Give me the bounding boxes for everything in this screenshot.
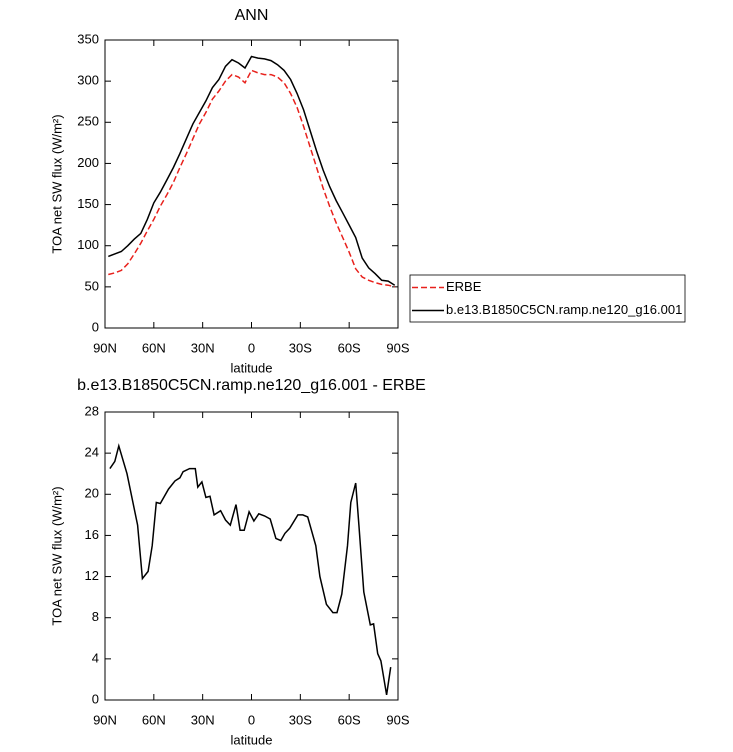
- y-tick-label: 150: [77, 196, 99, 211]
- x-tick-label: 90S: [386, 712, 409, 727]
- y-tick-label: 16: [85, 527, 99, 542]
- y-tick-label: 250: [77, 114, 99, 129]
- y-axis-label: TOA net SW flux (W/m²): [49, 486, 64, 625]
- chart-title: b.e13.B1850C5CN.ramp.ne120_g16.001 - ERB…: [77, 377, 426, 394]
- y-tick-label: 100: [77, 237, 99, 252]
- x-axis-label: latitude: [231, 732, 273, 747]
- x-tick-label: 30S: [289, 340, 312, 355]
- x-tick-label: 0: [248, 712, 255, 727]
- y-tick-label: 50: [85, 278, 99, 293]
- legend-box: [409, 274, 686, 323]
- legend-label: b.e13.B1850C5CN.ramp.ne120_g16.001: [446, 302, 682, 317]
- x-tick-label: 90N: [93, 712, 117, 727]
- x-tick-label: 60N: [142, 340, 166, 355]
- plot-frame: [104, 411, 399, 701]
- y-tick-label: 8: [92, 609, 99, 624]
- y-tick-label: 12: [85, 568, 99, 583]
- x-tick-label: 30N: [191, 340, 215, 355]
- x-tick-label: 60S: [338, 340, 361, 355]
- x-tick-label: 30S: [289, 712, 312, 727]
- y-tick-label: 200: [77, 155, 99, 170]
- legend-label: ERBE: [446, 279, 482, 294]
- data-line: [108, 69, 395, 288]
- x-tick-label: 90N: [93, 340, 117, 355]
- y-tick-label: 0: [92, 319, 99, 334]
- x-tick-label: 60S: [338, 712, 361, 727]
- plot-frame: [104, 39, 399, 329]
- chart-title: ANN: [235, 7, 269, 24]
- y-tick-label: 24: [85, 445, 99, 460]
- data-line: [108, 55, 396, 286]
- x-tick-label: 0: [248, 340, 255, 355]
- x-tick-label: 90S: [386, 340, 409, 355]
- y-tick-label: 20: [85, 486, 99, 501]
- x-tick-label: 30N: [191, 712, 215, 727]
- y-tick-label: 300: [77, 73, 99, 88]
- data-line: [109, 443, 392, 696]
- y-tick-label: 350: [77, 31, 99, 46]
- x-tick-label: 60N: [142, 712, 166, 727]
- y-tick-label: 28: [85, 403, 99, 418]
- y-axis-label: TOA net SW flux (W/m²): [49, 114, 64, 253]
- y-tick-label: 0: [92, 691, 99, 706]
- x-axis-label: latitude: [231, 360, 273, 375]
- y-tick-label: 4: [92, 650, 99, 665]
